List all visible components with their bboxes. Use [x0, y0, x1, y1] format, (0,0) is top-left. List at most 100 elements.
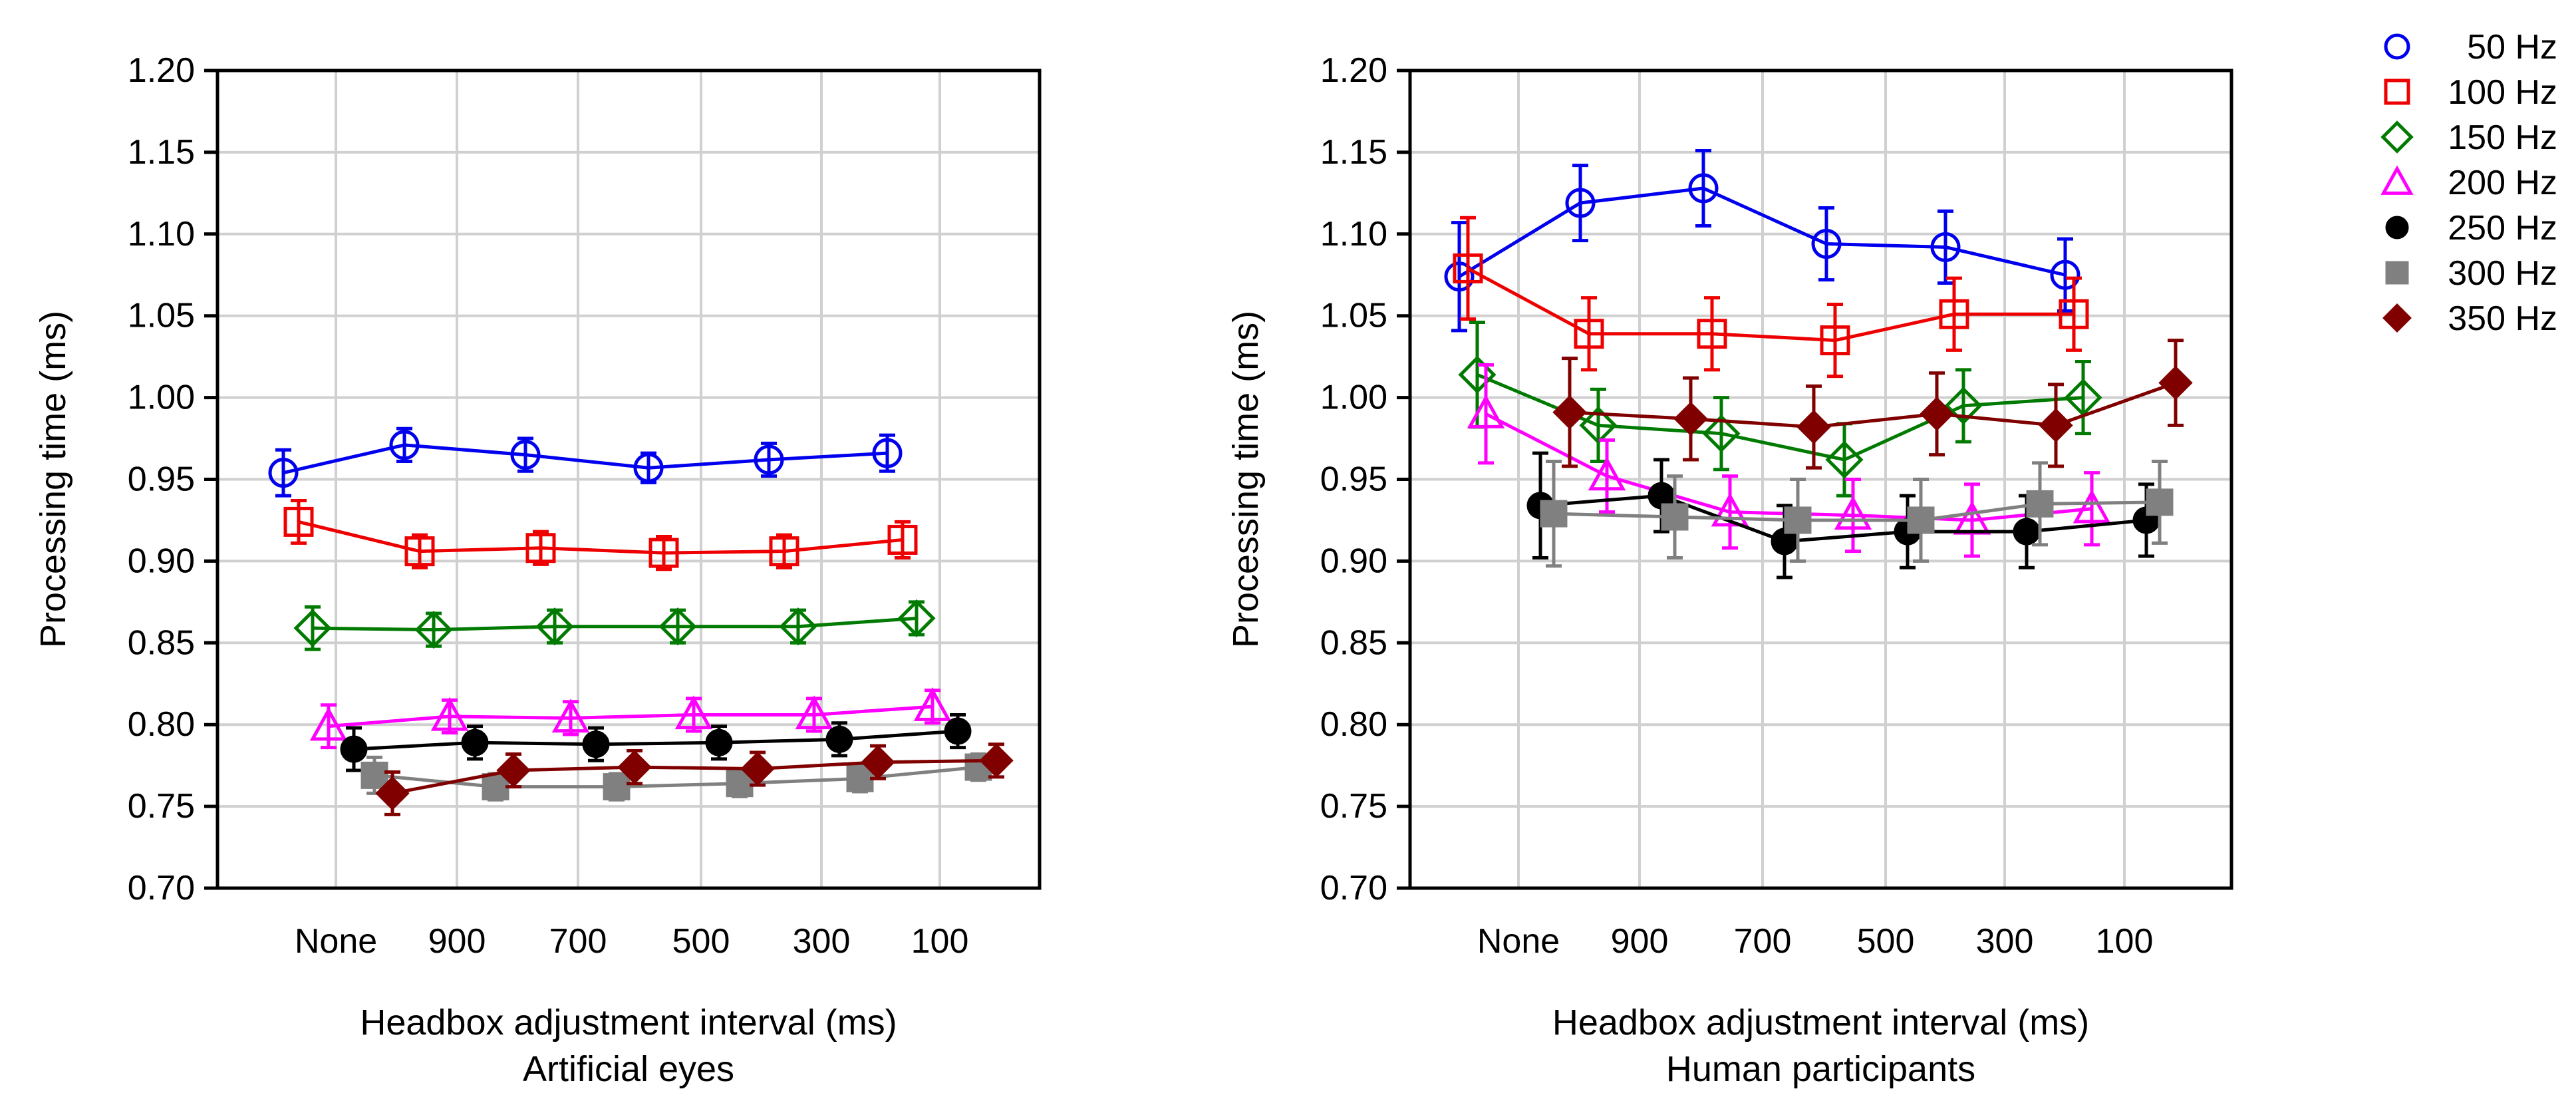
y-tick-label: 1.00: [128, 379, 195, 417]
data-point: [1688, 173, 1719, 204]
y-tick-label: 0.95: [1320, 460, 1387, 499]
data-point: [1820, 325, 1850, 356]
x-tick-label: 500: [672, 922, 730, 961]
data-point: [293, 609, 332, 647]
chart-panel-1: 0.70 0.75 0.80 0.85 0.90 0.95 1.00 1.05 1.10 1.15…: [33, 51, 1042, 1089]
data-point: [633, 452, 664, 483]
data-point: [2050, 259, 2080, 290]
x-axis: None 900 700 500 300 100: [1477, 922, 2154, 961]
data-point: [2026, 490, 2054, 518]
data-point: [496, 753, 531, 788]
chart-subtitle: Artificial eyes: [523, 1049, 734, 1089]
y-tick-label: 0.80: [1320, 705, 1387, 744]
legend-label: 100 Hz: [2448, 73, 2557, 112]
y-axis-label: Processing time (ms): [1226, 311, 1266, 648]
data-point: [861, 745, 895, 780]
y-tick-label: 0.80: [128, 705, 195, 744]
data-point: [1444, 261, 1475, 292]
y-tick-label: 0.85: [1320, 623, 1387, 662]
data-point: [795, 695, 833, 730]
data-point: [510, 440, 541, 470]
data-point: [1552, 395, 1587, 430]
y-tick-label: 1.15: [128, 133, 195, 172]
data-point: [309, 707, 348, 741]
x-tick-label: 700: [1734, 922, 1792, 961]
y-tick-label: 1.10: [1320, 215, 1387, 253]
data-point: [779, 607, 817, 646]
data-point: [2073, 489, 2111, 524]
data-point: [1796, 410, 1831, 444]
x-tick-label: 700: [549, 922, 607, 961]
data-point: [551, 699, 590, 733]
x-tick-label: None: [1477, 922, 1560, 961]
data-point: [1920, 397, 1954, 431]
series-line: [1569, 381, 2176, 429]
y-tick-label: 1.05: [1320, 297, 1387, 335]
legend-label: 50 Hz: [2467, 28, 2557, 67]
series-100hz: [1453, 216, 2089, 379]
x-tick-label: 300: [1976, 922, 2034, 961]
y-tick-label: 1.00: [1320, 379, 1387, 417]
series-100hz: [283, 498, 918, 571]
series-line: [1467, 267, 2074, 343]
series-line: [353, 729, 958, 751]
x-tick-label: None: [295, 922, 377, 961]
data-point: [1939, 299, 1969, 329]
data-point: [1907, 506, 1935, 534]
legend-label: 250 Hz: [2448, 209, 2557, 247]
x-tick-label: 900: [1611, 922, 1669, 961]
data-point: [1458, 355, 1497, 394]
series-line: [328, 705, 933, 728]
data-point: [535, 607, 574, 646]
data-point: [979, 743, 1014, 778]
data-point: [1697, 319, 1727, 349]
series-line: [283, 443, 888, 475]
series-350hz: [375, 742, 1014, 816]
legend-label: 150 Hz: [2448, 118, 2557, 157]
legend-marker: [2382, 303, 2412, 333]
x-axis: None 900 700 500 300 100: [295, 922, 969, 961]
series-line: [312, 616, 917, 632]
data-point: [913, 687, 952, 721]
data-point: [2059, 299, 2089, 329]
data-point: [1930, 232, 1961, 262]
data-point: [2146, 488, 2174, 516]
x-axis-label: Headbox adjustment interval (ms): [360, 1003, 897, 1042]
series-250hz: [1526, 451, 2160, 579]
data-point: [1673, 401, 1708, 436]
y-tick-label: 0.85: [128, 623, 195, 662]
legend: 50 Hz 100 Hz 150 Hz 200 Hz 250 Hz 300 Hz 350 H…: [2380, 28, 2557, 338]
data-point: [2013, 518, 2041, 546]
data-point: [1711, 492, 1749, 527]
data-point: [268, 458, 299, 488]
data-point: [2158, 365, 2193, 400]
y-tick-label: 0.90: [128, 542, 195, 580]
y-tick-label: 0.70: [1320, 869, 1387, 907]
data-point: [360, 761, 388, 789]
legend-label: 200 Hz: [2448, 164, 2557, 202]
x-tick-label: 900: [428, 922, 486, 961]
data-point: [1784, 506, 1812, 534]
series-50hz: [1444, 148, 2080, 333]
gridlines: [1410, 69, 2231, 889]
legend-marker: [2380, 165, 2414, 195]
y-tick-label: 1.15: [1320, 133, 1387, 172]
data-point: [340, 735, 368, 763]
data-point: [648, 538, 679, 568]
y-tick-label: 1.20: [1320, 51, 1387, 90]
data-point: [769, 536, 799, 567]
series-line: [298, 520, 903, 555]
data-point: [740, 751, 775, 786]
data-point: [525, 533, 556, 563]
data-point: [1453, 253, 1483, 283]
x-tick-label: 100: [2096, 922, 2154, 961]
series-line: [1540, 494, 2147, 544]
y-tick-label: 1.20: [128, 51, 195, 90]
y-tick-label: 1.10: [128, 215, 195, 253]
legend-marker: [2384, 33, 2410, 60]
series-line: [1458, 186, 2066, 278]
legend-marker: [2384, 79, 2410, 105]
data-point: [1944, 387, 1983, 425]
legend-marker: [2380, 120, 2414, 154]
